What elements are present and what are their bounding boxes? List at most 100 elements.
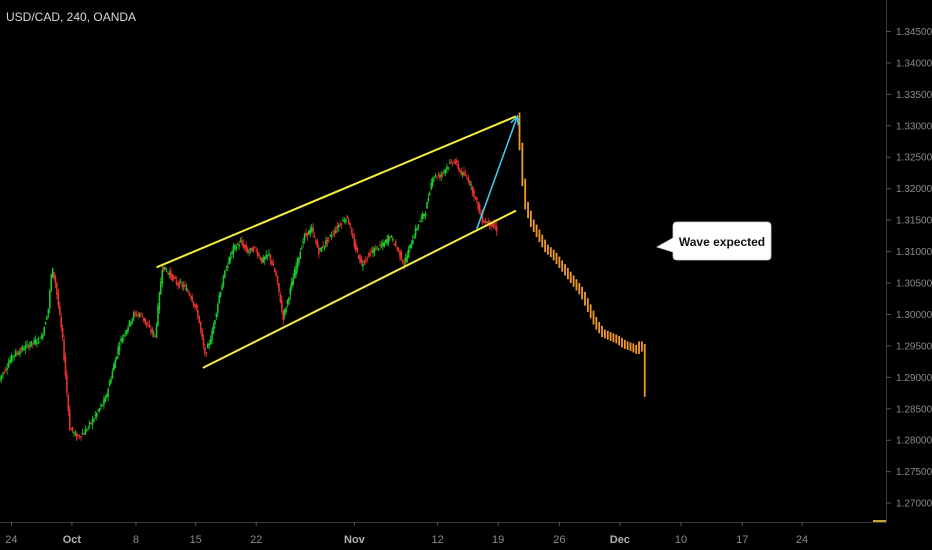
candle-body [20,348,23,351]
forecast-bar [581,286,584,300]
candle-body [234,244,236,248]
candle-body [413,236,415,238]
candle-body [244,244,246,248]
time-axis[interactable]: 24 Oct 8 15 22 Nov 12 19 26 Dec 10 17 24 [0,522,886,546]
candle-body [283,310,286,316]
candle-body [14,351,17,356]
forecast-bar [641,341,643,352]
candle-body [70,429,72,431]
candle-body [367,253,370,255]
candle-body [179,282,182,284]
candle-body [372,250,374,253]
candle-body [34,339,37,345]
candle-body [177,283,179,286]
candle-body [306,232,309,236]
candle-body [208,343,211,345]
forecast-bar [538,229,541,243]
candle-body [410,243,413,249]
candle-body [350,229,353,232]
candle-body [290,281,293,288]
candle-body [447,167,450,169]
price-axis[interactable]: 1.27000 1.27500 1.28000 1.28500 1.29000 1.295… [886,0,932,522]
candle-body [167,272,169,274]
candle-body [406,255,408,263]
forecast-bar [578,283,581,295]
candle-body [289,287,292,296]
forecast-bar [549,247,552,258]
candle-body [336,226,339,229]
candle-body [100,404,102,407]
candle-body [145,322,148,325]
candle-body [282,309,285,321]
candle-body [44,322,47,325]
candle-body [426,202,428,209]
chart-title: USD/CAD, 240, OANDA [6,10,136,24]
candle-body [399,250,401,258]
forecast-bar [569,271,572,284]
candle-body [421,213,424,220]
candle-body [165,270,168,272]
candle-body [335,229,337,233]
candle-body [21,346,24,351]
candle-body [366,258,369,260]
candle-body [362,264,364,267]
candle-body [266,254,269,257]
channel-lower-line [202,209,517,369]
candle-body [477,201,480,210]
candle-body [155,324,158,338]
candle-body [67,394,70,411]
candle-body [285,307,287,313]
candle-body [12,356,14,358]
candle-body [356,247,359,252]
candle-body [241,240,243,244]
candle-body [132,312,135,319]
candle-body [97,410,100,412]
candle-body [4,369,7,371]
candle-body [90,422,92,424]
candle-body [47,308,50,315]
candle-body [440,174,443,177]
candle-body [19,351,21,355]
candle-body [57,293,60,306]
candle-body [219,292,222,297]
candle-body [357,255,360,259]
forecast-bar [612,333,615,343]
candle-body [53,272,55,278]
candle-body [429,192,431,195]
forecast-bar [586,298,589,312]
candle-body [384,239,387,243]
candle-body [279,295,282,303]
candle-body [382,242,384,246]
candle-body [490,224,492,227]
candle-body [376,246,378,248]
candle-body [370,251,373,253]
candle-body [420,217,423,219]
candle-body [255,249,257,251]
candle-body [215,313,218,318]
candle-body [252,248,255,252]
candle-body [81,433,84,435]
candle-body [199,321,202,330]
candle-body [441,172,444,174]
candle-body [54,277,57,284]
candle-body [231,251,233,255]
candle-body [478,204,481,211]
candle-body [158,292,161,311]
forecast-bar [555,252,558,265]
candle-body [115,356,118,360]
candle-body [110,378,112,383]
candle-body [320,247,323,252]
candle-body [352,232,354,238]
candle-body [130,322,132,326]
candle-body [197,309,199,317]
candle-body [256,252,259,257]
candle-body [207,343,209,349]
candle-body [214,320,216,325]
candle-body [403,262,406,266]
candle-body [161,270,164,284]
candle-body [147,324,149,326]
candle-body [23,349,25,351]
candle-body [172,277,175,279]
candle-body [201,329,203,337]
